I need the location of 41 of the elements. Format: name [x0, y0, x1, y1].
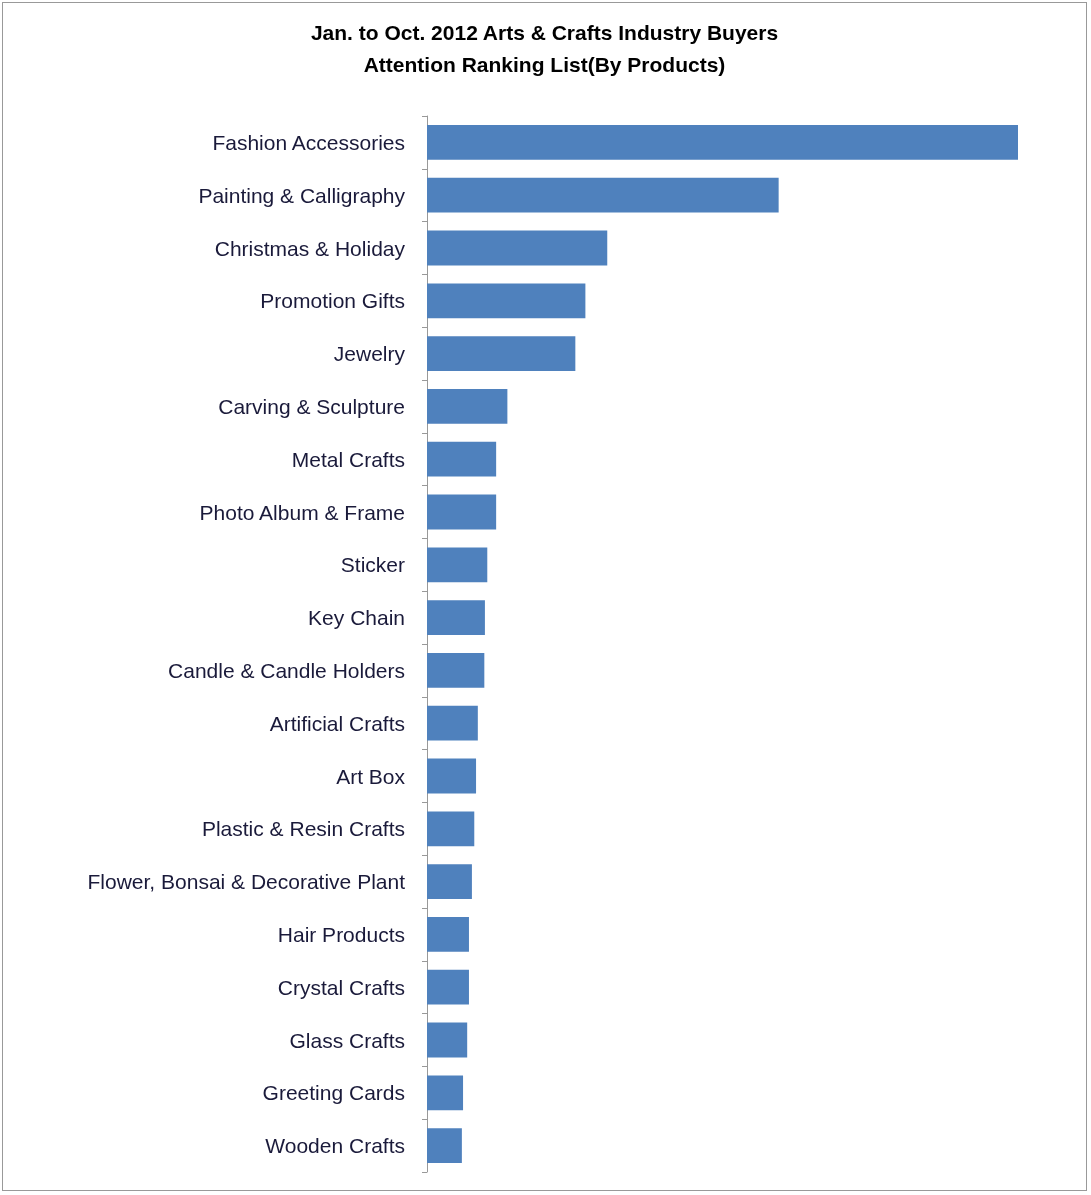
bar: [427, 124, 1018, 160]
bar: [427, 336, 576, 372]
bar: [427, 1022, 468, 1058]
y-tick-label: Flower, Bonsai & Decorative Plant: [87, 870, 406, 894]
bar: [427, 494, 497, 530]
y-tick-label: Plastic & Resin Crafts: [201, 817, 405, 841]
y-tick-label: Glass Crafts: [289, 1028, 405, 1052]
bar: [427, 811, 475, 847]
y-tick-label: Key Chain: [308, 606, 405, 630]
y-tick-label: Crystal Crafts: [277, 975, 405, 999]
y-tick-label: Wooden Crafts: [265, 1134, 405, 1158]
bar: [427, 758, 477, 794]
y-tick-label: Fashion Accessories: [212, 130, 405, 154]
bar: [427, 969, 469, 1005]
y-tick-label: Art Box: [336, 764, 406, 788]
bar: [427, 547, 488, 583]
bar: [427, 864, 472, 900]
bar: [427, 916, 469, 952]
bar: [427, 652, 485, 688]
bar: [427, 441, 497, 477]
y-tick-label: Promotion Gifts: [260, 289, 405, 313]
bar: [427, 177, 779, 213]
bar: [427, 230, 608, 266]
y-tick-label: Artificial Crafts: [269, 711, 405, 735]
bar: [427, 600, 485, 636]
y-tick-label: Metal Crafts: [291, 447, 405, 471]
y-tick-label: Christmas & Holiday: [214, 236, 406, 260]
bar: [427, 1075, 464, 1111]
y-tick-label: Sticker: [340, 553, 405, 577]
bar: [427, 283, 586, 319]
y-tick-label: Jewelry: [333, 342, 406, 366]
y-tick-label: Hair Products: [277, 922, 405, 946]
bar: [427, 388, 508, 424]
chart-title: Jan. to Oct. 2012 Arts & Crafts Industry Buyers Attention Ranking List(By Products): [310, 20, 779, 76]
y-tick-label: Photo Album & Frame: [199, 500, 405, 524]
y-tick-label: Greeting Cards: [262, 1081, 405, 1105]
y-tick-label: Painting & Calligraphy: [198, 183, 406, 207]
bar: [427, 705, 478, 741]
y-tick-label: Carving & Sculpture: [218, 394, 405, 418]
bar: [427, 1128, 462, 1164]
y-tick-label: Candle & Candle Holders: [168, 658, 405, 682]
